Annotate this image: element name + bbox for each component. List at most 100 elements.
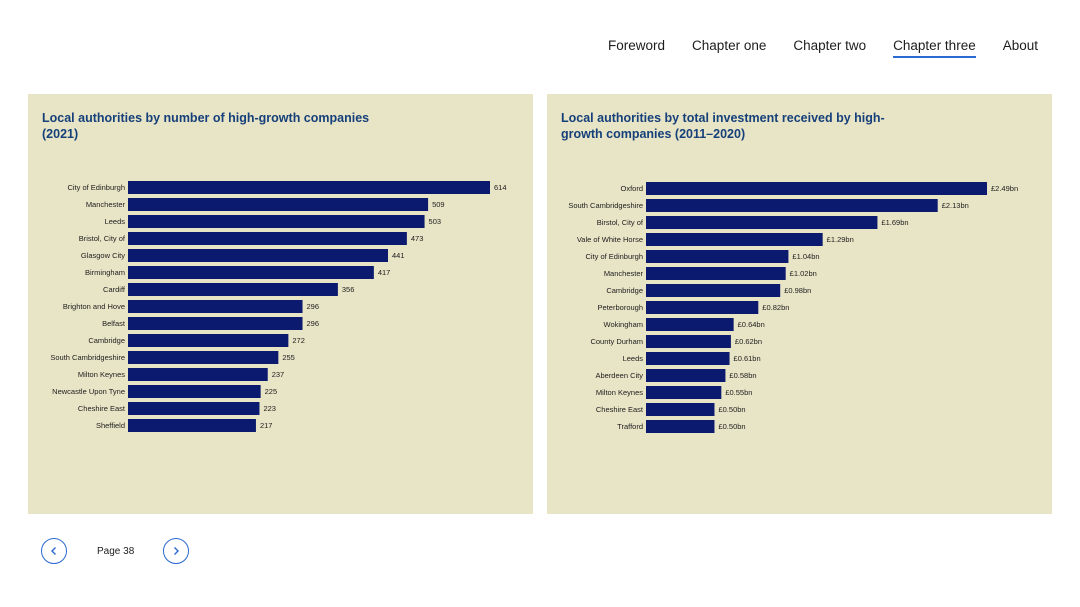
value-label: 356 (342, 285, 355, 294)
bar (128, 402, 260, 415)
category-label: Milton Keynes (78, 370, 125, 379)
bar (128, 215, 425, 228)
value-label: £0.82bn (762, 303, 789, 312)
value-label: £1.69bn (881, 218, 908, 227)
category-label: Glasgow City (81, 251, 125, 260)
value-label: £0.98bn (784, 286, 811, 295)
nav-chapter-one[interactable]: Chapter one (692, 38, 767, 53)
top-nav: Foreword Chapter one Chapter two Chapter… (581, 38, 1038, 58)
bar (128, 198, 429, 211)
bar (646, 386, 722, 399)
bar (646, 403, 715, 416)
value-label: 441 (392, 251, 405, 260)
bar (128, 249, 389, 262)
bar (128, 317, 303, 330)
value-label: £0.58bn (729, 371, 756, 380)
chevron-right-icon (174, 547, 180, 555)
bar (646, 233, 823, 246)
value-label: 509 (432, 200, 445, 209)
next-page-button[interactable] (163, 538, 190, 564)
nav-chapter-two[interactable]: Chapter two (793, 38, 867, 53)
chart-title: Local authorities by number of high-grow… (42, 111, 370, 141)
category-label: County Durham (590, 337, 643, 346)
bar (646, 182, 987, 195)
category-label: Wokingham (604, 320, 643, 329)
category-label: Manchester (86, 200, 126, 209)
value-label: £1.02bn (790, 269, 817, 278)
bar (646, 216, 878, 229)
category-label: Peterborough (598, 303, 643, 312)
value-label: £0.50bn (718, 422, 745, 431)
value-label: £0.64bn (738, 320, 765, 329)
nav-chapter-three[interactable]: Chapter three (893, 38, 976, 58)
bar (646, 369, 726, 382)
category-label: Aberdeen City (595, 371, 643, 380)
category-label: Birstol, City of (597, 218, 644, 227)
value-label: 223 (263, 404, 276, 413)
chart-panel-high-growth-count: Local authorities by number of high-grow… (28, 94, 533, 514)
category-label: Trafford (617, 422, 643, 431)
bar (128, 368, 268, 381)
bar (128, 300, 303, 313)
category-label: Leeds (105, 217, 126, 226)
category-label: South Cambridgeshire (50, 353, 125, 362)
category-label: Milton Keynes (596, 388, 643, 397)
bar (128, 334, 289, 347)
category-label: City of Edinburgh (67, 183, 125, 192)
bar (646, 352, 730, 365)
bar (646, 267, 786, 280)
bar (128, 385, 261, 398)
category-label: Cheshire East (596, 405, 644, 414)
bar (128, 266, 374, 279)
value-label: 255 (282, 353, 295, 362)
value-label: £0.62bn (735, 337, 762, 346)
chart-title: Local authorities by total investment re… (561, 111, 885, 141)
category-label: Belfast (102, 319, 126, 328)
category-label: Bristol, City of (79, 234, 126, 243)
bar (128, 181, 490, 194)
bar (646, 318, 734, 331)
bar (646, 284, 781, 297)
value-label: £2.49bn (991, 184, 1018, 193)
category-label: Oxford (620, 184, 643, 193)
value-label: £2.13bn (942, 201, 969, 210)
category-label: Cheshire East (78, 404, 126, 413)
category-label: Leeds (623, 354, 644, 363)
value-label: £0.61bn (734, 354, 761, 363)
nav-foreword[interactable]: Foreword (608, 38, 666, 53)
value-label: 237 (272, 370, 285, 379)
value-label: £0.50bn (718, 405, 745, 414)
bar (646, 301, 759, 314)
value-label: 503 (429, 217, 442, 226)
value-label: 296 (307, 302, 320, 311)
category-label: South Cambridgeshire (568, 201, 643, 210)
previous-page-button[interactable] (41, 538, 67, 564)
bar (128, 419, 256, 432)
bar (646, 335, 731, 348)
nav-about[interactable]: About (1002, 38, 1038, 53)
page-number: Page 38 (97, 545, 135, 557)
pagination: Page 38 (41, 538, 190, 564)
value-label: £1.04bn (792, 252, 819, 261)
bar (128, 283, 338, 296)
value-label: 417 (378, 268, 391, 277)
category-label: Birmingham (85, 268, 125, 277)
value-label: 296 (307, 319, 320, 328)
value-label: 272 (292, 336, 305, 345)
chevron-left-icon (51, 547, 56, 555)
value-label: 217 (260, 421, 273, 430)
bar-chart-investment: Oxford £2.49bn South Cambridgeshire £2.13bn… (568, 182, 1018, 433)
bar (646, 420, 715, 433)
category-label: Sheffield (96, 421, 125, 430)
bar-chart-high-growth-count: City of Edinburgh 614 Manchester 509 Leeds 50… (50, 181, 507, 432)
bar (646, 199, 938, 212)
value-label: 614 (494, 183, 507, 192)
value-label: 473 (411, 234, 424, 243)
value-label: £1.29bn (827, 235, 854, 244)
category-label: Cambridge (606, 286, 643, 295)
category-label: Manchester (604, 269, 644, 278)
category-label: Cardiff (103, 285, 126, 294)
bar (128, 351, 279, 364)
category-label: Newcastle Upon Tyne (52, 387, 125, 396)
value-label: £0.55bn (725, 388, 752, 397)
